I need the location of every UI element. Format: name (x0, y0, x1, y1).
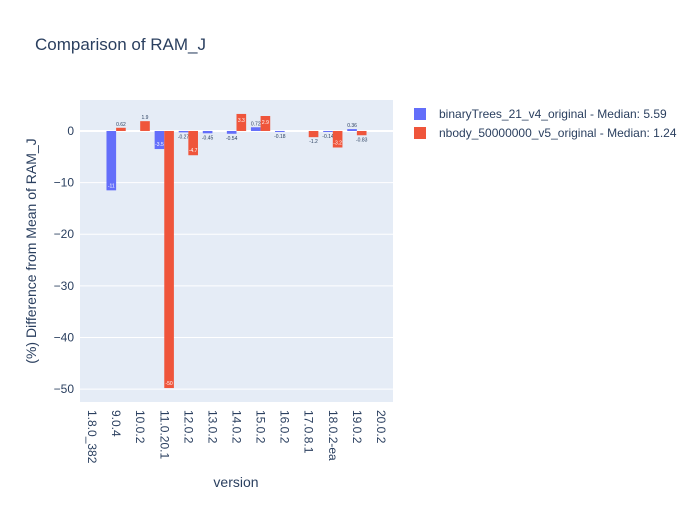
bar (250, 127, 261, 131)
y-tick-label: −20 (54, 227, 75, 241)
x-tick-label: 11.0.20.1 (157, 410, 171, 459)
plot-area (80, 100, 393, 402)
bar (308, 130, 319, 138)
data-label: -0.83 (356, 137, 368, 143)
legend-label: nbody_50000000_v5_original - Median: 1.2… (439, 126, 677, 140)
data-label: 0.62 (116, 122, 126, 128)
x-tick-label: 18.0.2-ea (326, 410, 340, 461)
data-label: -11 (108, 183, 115, 189)
y-axis-title: (%) Difference from Mean of RAM_J (23, 138, 39, 363)
bar (356, 130, 367, 136)
x-tick-label: 1.8.0_382 (85, 410, 99, 464)
bar (140, 121, 150, 131)
legend-swatch (414, 127, 426, 139)
bar (188, 130, 198, 156)
legend-swatch (414, 108, 426, 120)
x-tick-label: 20.0.2 (374, 410, 388, 444)
data-label: -3.5 (155, 142, 164, 148)
x-axis-title: version (213, 474, 258, 490)
bar (116, 127, 126, 131)
x-tick-label: 9.0.4 (109, 410, 123, 437)
x-tick-label: 10.0.2 (133, 410, 147, 444)
y-tick-label: −40 (54, 330, 75, 344)
data-label: -1.2 (309, 139, 318, 145)
bar (332, 130, 343, 148)
bar (260, 116, 271, 131)
data-label: 0.36 (347, 123, 357, 129)
chart-title: Comparison of RAM_J (35, 35, 206, 54)
y-tick-label: −30 (54, 279, 75, 293)
data-label: -3.2 (333, 140, 342, 146)
x-tick-label: 13.0.2 (205, 410, 219, 444)
data-label: -0.45 (202, 135, 214, 141)
bar (275, 130, 285, 132)
bar (347, 129, 357, 131)
x-tick-label: 19.0.2 (350, 410, 364, 444)
bar-layer: -11 -3.5 -0.27 -0.45 -0.54 0.72 -0.18 -0.14 0.36… (106, 113, 368, 389)
data-label: -50 (165, 381, 172, 387)
data-label: -0.14 (322, 134, 334, 140)
y-axis: 0 −10 −20 −30 −40 −50 (54, 124, 75, 396)
x-tick-label: 12.0.2 (181, 410, 195, 444)
y-tick-label: 0 (67, 124, 74, 138)
x-tick-label: 14.0.2 (230, 410, 244, 444)
y-tick-label: −10 (54, 176, 75, 190)
bar (178, 130, 189, 133)
data-label: -0.27 (178, 134, 190, 140)
x-tick-label: 15.0.2 (254, 410, 268, 444)
legend-label: binaryTrees_21_v4_original - Median: 5.5… (439, 107, 667, 121)
legend: binaryTrees_21_v4_original - Median: 5.5… (414, 107, 677, 140)
bar (236, 113, 247, 131)
bar (202, 130, 213, 134)
x-tick-label: 17.0.8.1 (302, 410, 316, 454)
data-label: 1.9 (142, 115, 149, 121)
bar (323, 130, 333, 132)
y-tick-label: −50 (54, 382, 75, 396)
data-label: 3.3 (238, 118, 245, 124)
data-label: -0.54 (226, 136, 238, 142)
bar (226, 130, 237, 134)
bar (154, 130, 165, 150)
x-tick-label: 16.0.2 (278, 410, 292, 444)
bar (106, 130, 117, 191)
data-label: -4.7 (189, 148, 198, 154)
data-label: 0.72 (251, 121, 261, 127)
data-label: -0.18 (274, 134, 286, 140)
x-axis: 1.8.0_382 9.0.4 10.0.2 11.0.20.1 12.0.2 13.0.… (85, 410, 388, 464)
bar (164, 130, 174, 389)
data-label: 2.9 (262, 120, 269, 126)
